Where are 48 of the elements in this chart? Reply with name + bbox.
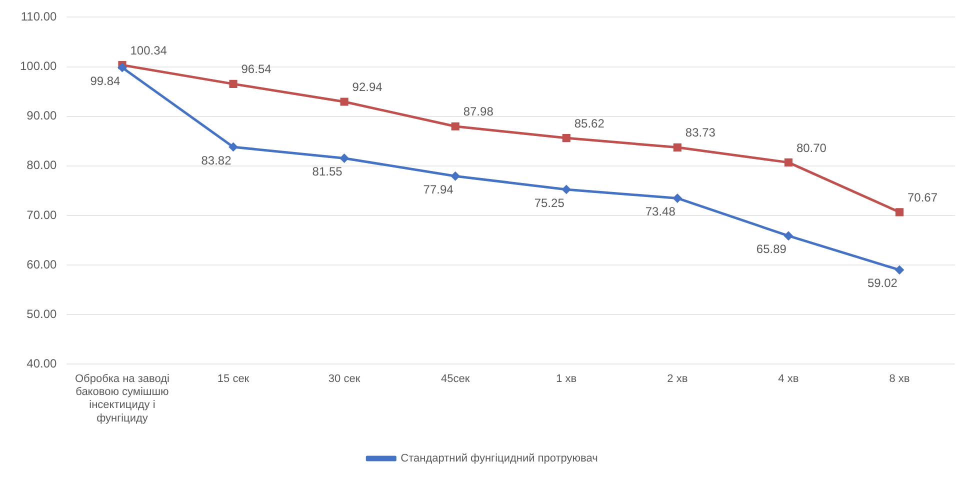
x-tick-label: 8 хв	[889, 372, 910, 385]
x-tick-label: 15 сек	[217, 372, 250, 385]
data-label: 100.34	[130, 43, 168, 58]
x-tick-label: 45сек	[440, 372, 470, 385]
point	[450, 172, 460, 181]
y-tick-label: 90.00	[26, 108, 58, 123]
point	[895, 208, 904, 216]
point	[340, 154, 349, 163]
point	[784, 231, 793, 240]
point	[451, 122, 460, 130]
data-label: 83.82	[201, 153, 232, 168]
legend-label: Стандартний фунгіцидний протруювач	[400, 452, 598, 465]
point	[673, 143, 682, 152]
data-label: 75.25	[534, 196, 565, 210]
x-tick-label: 30 сек	[328, 372, 360, 385]
point	[562, 134, 570, 142]
point	[340, 98, 348, 106]
point	[118, 63, 127, 72]
data-label: 96.54	[241, 62, 272, 76]
y-tick-label: 80.00	[26, 158, 58, 172]
point	[894, 265, 904, 274]
point	[784, 158, 792, 166]
data-label: 65.89	[756, 242, 787, 256]
y-tick-label: 110.00	[20, 10, 58, 24]
x-tick-label: 1 хв	[556, 372, 577, 385]
data-label: 59.02	[867, 276, 898, 290]
y-tick-label: 50.00	[26, 306, 58, 321]
y-tick-label: 60.00	[26, 257, 58, 272]
data-label: 85.62	[574, 116, 605, 130]
x-tick-label: Обробка на заводі баковою сумішшю інсектициду і фунгіциду	[74, 372, 170, 424]
point	[229, 80, 238, 88]
data-label: 87.98	[463, 104, 494, 119]
data-label: 70.67	[907, 190, 938, 204]
data-label: 73.48	[645, 204, 676, 219]
data-label: 80.70	[796, 140, 827, 155]
data-label: 92.94	[352, 80, 383, 94]
point	[228, 142, 238, 152]
data-label: 99.84	[90, 74, 121, 88]
point	[672, 194, 682, 203]
data-label: 81.55	[312, 164, 343, 179]
x-tick-label: 4 хв	[778, 372, 799, 385]
point	[562, 184, 571, 194]
y-tick-label: 100.00	[20, 59, 58, 74]
y-tick-label: 70.00	[26, 208, 58, 222]
data-label: 77.94	[423, 182, 454, 196]
y-tick-label: 40.00	[26, 356, 58, 371]
x-tick-label: 2 хв	[667, 372, 688, 385]
data-label: 83.73	[685, 126, 716, 140]
